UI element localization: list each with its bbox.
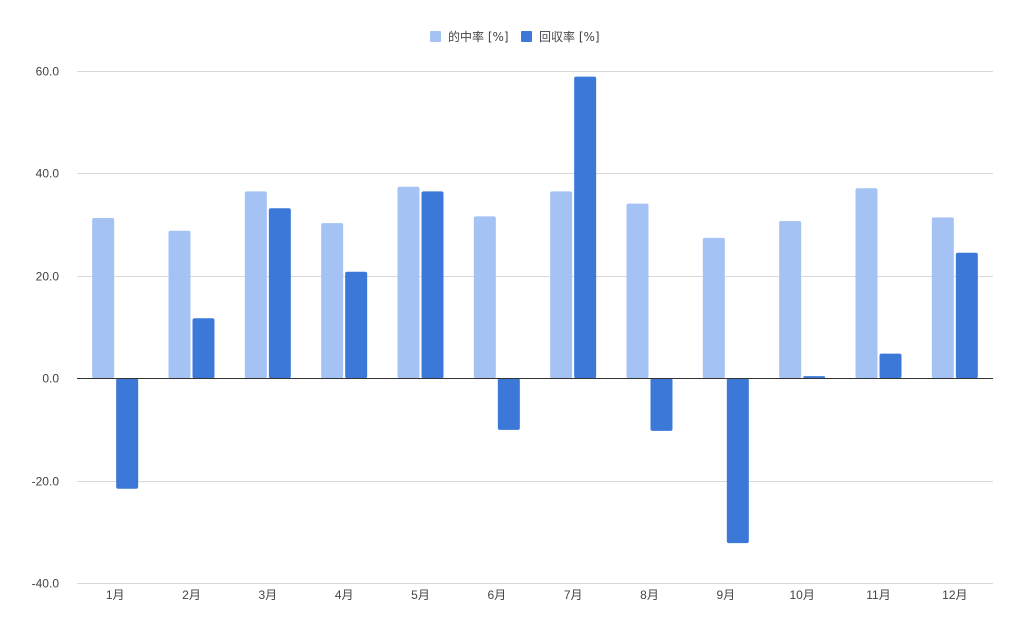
bar-return-rate [726,378,749,544]
bar-hit-rate [626,203,649,379]
axes: -40.0 -20.0 0.0 20.0 40.0 60.0 1月 2月 3月 4月 5月 6月 7月 8… [32,65,993,602]
legend-swatch-return-rate [521,31,532,42]
bar-return-rate [192,318,215,379]
x-tick-label: 1月 [106,588,125,602]
x-tick-label: 2月 [182,588,201,602]
x-tick-label: 4月 [335,588,354,602]
x-tick-label: 11月 [866,588,890,602]
bar-return-rate [497,378,520,430]
bar-hit-rate [855,188,878,379]
y-tick-label: 40.0 [36,167,60,181]
y-tick-label: 60.0 [36,65,60,79]
x-tick-label: 3月 [258,588,277,602]
bar-hit-rate [473,216,496,379]
x-tick-label: 12月 [942,588,967,602]
y-tick-label: -20.0 [32,475,60,489]
legend-swatch-hit-rate [430,31,441,42]
bar-hit-rate [779,221,802,379]
gridlines [77,71,993,584]
bar-hit-rate [168,230,191,379]
bar-return-rate [650,378,673,431]
bar-return-rate [345,271,368,379]
bar-hit-rate [550,191,573,379]
legend-label-return-rate: 回収率 [%] [539,29,600,44]
x-tick-label: 8月 [640,588,659,602]
bar-return-rate [268,208,291,379]
bar-hit-rate [931,217,954,379]
bar-return-rate [803,376,826,379]
x-tick-label: 5月 [411,588,430,602]
bar-hit-rate [244,191,267,379]
bars [92,76,978,544]
x-tick-label: 9月 [716,588,735,602]
bar-hit-rate [702,237,725,379]
bar-return-rate [421,191,444,379]
bar-return-rate [116,378,139,489]
x-tick-label: 10月 [789,588,814,602]
bar-return-rate [955,252,978,379]
legend-label-hit-rate: 的中率 [%] [448,29,509,44]
x-tick-label: 7月 [564,588,583,602]
x-tick-label: 6月 [487,588,506,602]
bar-hit-rate [321,223,344,379]
bar-hit-rate [397,186,420,379]
y-tick-label: 20.0 [36,270,60,284]
bar-return-rate [574,76,597,379]
bar-hit-rate [92,217,115,379]
legend: 的中率 [%] 回収率 [%] [430,29,600,44]
y-tick-label: 0.0 [42,372,59,386]
bar-return-rate [879,353,902,379]
y-tick-label: -40.0 [32,577,60,591]
